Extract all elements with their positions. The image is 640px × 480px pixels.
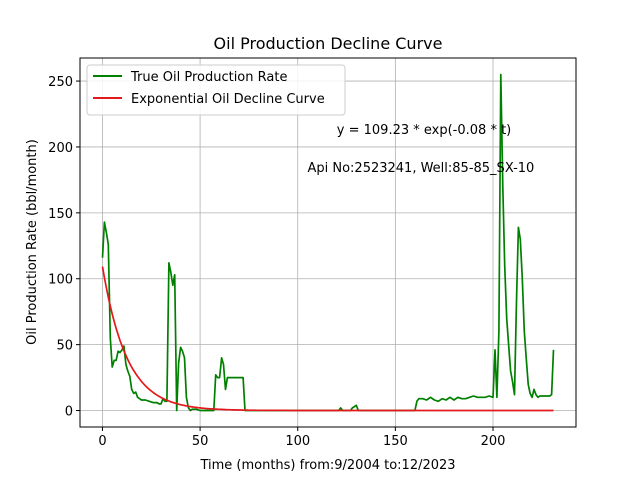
well-info-annotation: Api No:2523241, Well:85-85_SX-10 [307, 161, 534, 176]
x-tick-label: 50 [192, 434, 209, 449]
x-axis-label: Time (months) from:9/2004 to:12/2023 [199, 458, 455, 473]
series-layer [101, 73, 555, 412]
fit-equation-annotation: y = 109.23 * exp(-0.08 * t) [337, 123, 511, 138]
y-tick-label: 0 [65, 405, 73, 420]
y-tick-label: 200 [48, 141, 73, 156]
y-tick-label: 150 [48, 207, 73, 222]
legend-label-exponential-decline: Exponential Oil Decline Curve [131, 92, 325, 107]
legend-box [86, 64, 346, 116]
y-axis-ticks: 0 50 100 150 200 250 [48, 75, 80, 420]
x-tick-label: 100 [285, 434, 310, 449]
x-axis-ticks: 0 50 100 150 200 [98, 427, 505, 449]
plot-frame [79, 57, 577, 428]
chart-title: Oil Production Decline Curve [214, 34, 443, 53]
legend: True Oil Production Rate Exponential Oil… [86, 64, 346, 116]
series-exponential-decline-line [101, 266, 554, 412]
legend-label-true-oil: True Oil Production Rate [130, 70, 287, 85]
y-tick-label: 50 [56, 339, 73, 354]
x-tick-label: 150 [383, 434, 408, 449]
y-tick-label: 250 [48, 75, 73, 90]
y-axis-label: Oil Production Rate (bbl/month) [25, 139, 40, 345]
y-tick-label: 100 [48, 273, 73, 288]
x-tick-label: 0 [98, 434, 106, 449]
x-tick-label: 200 [481, 434, 506, 449]
